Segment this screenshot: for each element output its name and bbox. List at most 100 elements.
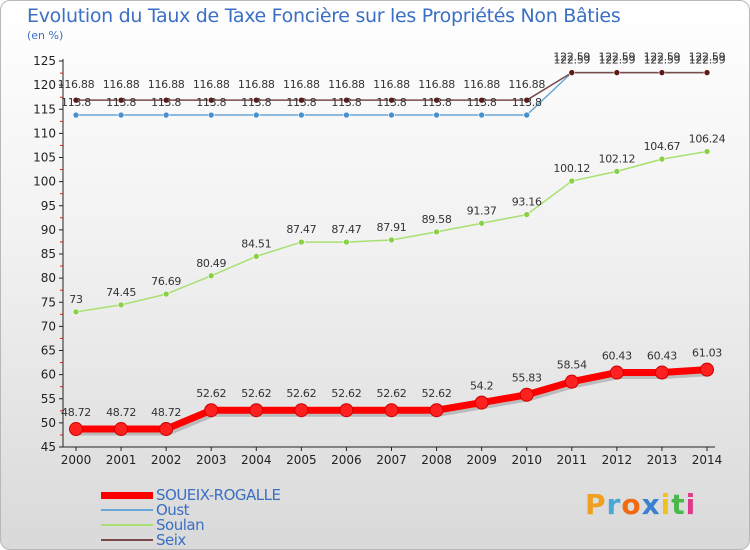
data-point-soueix-rogalle	[339, 403, 354, 418]
y-tick-label: 90	[41, 223, 56, 237]
data-label-seix: 116.88	[193, 78, 230, 91]
data-point-seix	[433, 96, 440, 104]
y-tick-label: 95	[41, 199, 56, 213]
data-label-oust: 113.8	[61, 96, 91, 109]
data-point-seix	[658, 69, 666, 76]
data-point-oust	[523, 111, 531, 119]
data-label-oust: 122.59	[644, 54, 681, 67]
legend-label-soulan: Soulan	[156, 516, 205, 534]
x-tick-label: 2005	[286, 453, 317, 467]
x-tick-label: 2008	[421, 453, 452, 467]
data-point-soulan	[433, 228, 440, 236]
data-label-seix: 116.88	[463, 78, 500, 91]
data-point-soueix-rogalle	[384, 403, 399, 418]
data-label-seix: 116.88	[373, 78, 410, 91]
data-point-oust	[72, 111, 80, 119]
data-label-soueix-rogalle: 61.03	[692, 347, 722, 360]
data-label-seix: 116.88	[238, 78, 275, 91]
data-point-seix	[388, 96, 395, 104]
logo-letter: P	[585, 488, 607, 521]
data-point-soulan	[207, 272, 215, 280]
data-point-soulan	[388, 236, 395, 244]
data-point-soulan	[703, 148, 711, 155]
legend-swatch-seix	[101, 539, 153, 541]
y-tick-label: 110	[33, 126, 56, 140]
data-label-oust: 113.8	[467, 96, 497, 109]
data-label-oust: 113.8	[241, 96, 271, 109]
data-label-soulan: 87.47	[286, 223, 316, 236]
x-tick-label: 2013	[647, 453, 678, 467]
data-point-seix	[568, 69, 576, 76]
x-tick-label: 2004	[241, 453, 272, 467]
data-point-seix	[703, 69, 711, 76]
data-label-oust: 113.8	[331, 96, 361, 109]
logo-letter: o	[621, 488, 642, 521]
y-tick-label: 70	[41, 319, 56, 333]
data-point-soueix-rogalle	[114, 422, 129, 437]
x-tick-label: 2001	[106, 453, 137, 467]
data-label-oust: 122.59	[553, 54, 590, 67]
y-tick-label: 80	[41, 271, 56, 285]
data-label-soueix-rogalle: 52.62	[241, 387, 271, 400]
data-point-soueix-rogalle	[204, 403, 219, 418]
data-point-soueix-rogalle	[474, 395, 489, 410]
legend-label-soueix-rogalle: SOUEIX-ROGALLE	[156, 486, 281, 504]
data-label-oust: 113.8	[151, 96, 181, 109]
y-tick-label: 50	[41, 416, 56, 430]
data-point-seix	[343, 96, 350, 104]
data-label-soulan: 89.58	[422, 213, 452, 226]
y-tick-label: 45	[41, 440, 56, 454]
data-label-soueix-rogalle: 58.54	[557, 359, 587, 372]
data-point-seix	[207, 96, 215, 104]
data-label-soulan: 74.45	[106, 286, 136, 299]
data-label-soulan: 80.49	[196, 257, 226, 270]
data-label-seix: 116.88	[148, 78, 185, 91]
data-point-soulan	[298, 238, 305, 246]
data-label-soulan: 76.69	[151, 275, 181, 288]
y-tick-label: 125	[33, 54, 56, 68]
x-tick-label: 2011	[557, 453, 588, 467]
data-point-oust	[343, 111, 350, 119]
data-label-soueix-rogalle: 52.62	[331, 387, 361, 400]
data-label-oust: 113.8	[106, 96, 136, 109]
logo-letter: r	[606, 488, 622, 521]
data-point-seix	[252, 96, 260, 104]
data-label-seix: 122.59	[689, 51, 726, 64]
data-point-soulan	[252, 253, 260, 260]
data-point-soulan	[613, 168, 621, 175]
data-point-oust	[298, 111, 305, 119]
x-tick-label: 2007	[376, 453, 407, 467]
y-tick-label: 105	[33, 151, 56, 165]
data-label-oust: 122.59	[599, 54, 636, 67]
data-point-soueix-rogalle	[519, 387, 534, 402]
data-point-soulan	[568, 177, 576, 185]
data-point-soueix-rogalle	[700, 362, 714, 377]
data-label-oust: 113.8	[377, 96, 407, 109]
data-point-soulan	[343, 238, 350, 246]
data-label-seix: 122.59	[599, 51, 636, 64]
data-label-seix: 122.59	[644, 51, 681, 64]
x-tick-label: 2014	[692, 453, 723, 467]
legend-swatch-oust	[101, 509, 153, 511]
data-label-seix: 116.88	[418, 78, 455, 91]
logo-letter: i	[660, 488, 672, 521]
data-point-oust	[117, 111, 125, 119]
data-label-oust: 122.59	[689, 54, 726, 67]
data-point-seix	[478, 96, 485, 104]
y-tick-label: 100	[33, 175, 56, 189]
data-label-soueix-rogalle: 60.43	[602, 350, 632, 363]
data-label-oust: 113.8	[422, 96, 452, 109]
data-label-soulan: 93.16	[512, 196, 542, 209]
data-point-seix	[162, 96, 170, 104]
legend-swatch-soulan	[101, 524, 153, 526]
data-point-soueix-rogalle	[654, 365, 669, 380]
x-tick-label: 2010	[511, 453, 542, 467]
data-point-oust	[388, 111, 395, 119]
data-label-seix: 116.88	[283, 78, 320, 91]
data-point-oust	[162, 111, 170, 119]
data-point-soulan	[72, 308, 80, 316]
logo-letter: t	[671, 488, 686, 521]
data-label-soulan: 87.47	[331, 223, 361, 236]
